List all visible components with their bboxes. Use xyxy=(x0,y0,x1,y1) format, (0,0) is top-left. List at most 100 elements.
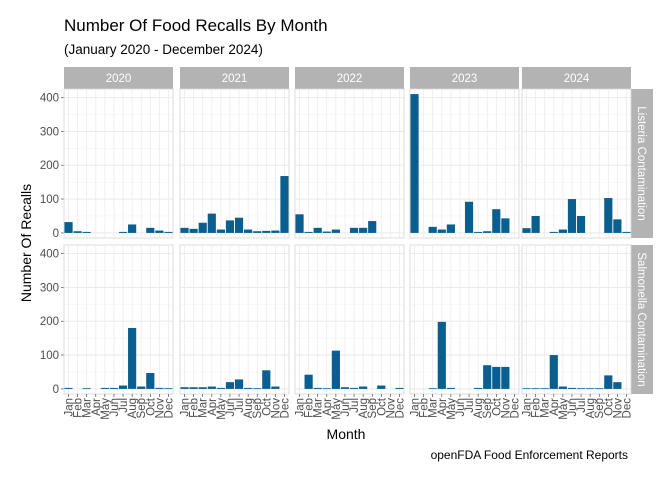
bar-nov xyxy=(613,382,622,389)
x-tick-label: Jan xyxy=(522,398,534,417)
x-tick-label: Aug xyxy=(585,398,597,418)
bar-sep xyxy=(137,386,146,389)
x-tick-label: Dec xyxy=(509,398,521,419)
panel-2020 xyxy=(63,88,174,239)
x-tick-label: Mar xyxy=(82,398,94,418)
y-axis-title: Number Of Recalls xyxy=(18,184,34,302)
panel-2024 xyxy=(521,88,632,239)
x-tick-label: Jul xyxy=(464,398,476,413)
bar-mar xyxy=(82,388,91,390)
x-tick-label: Oct xyxy=(603,397,615,416)
x-tick-label: May xyxy=(331,398,343,420)
panel-background xyxy=(294,244,405,395)
bar-jul xyxy=(234,217,244,233)
bar-jan xyxy=(64,387,73,389)
bar-oct xyxy=(604,375,613,389)
bar-dec xyxy=(164,231,173,233)
bar-jan xyxy=(522,228,531,233)
x-tick-label: Sep xyxy=(136,398,148,418)
bar-feb xyxy=(531,388,540,390)
y-tick-label: 200 xyxy=(40,316,59,328)
x-tick-label: Feb xyxy=(189,398,201,418)
x-tick-label: Apr xyxy=(549,398,561,416)
x-tick-label: Oct xyxy=(491,397,503,416)
x-tick-label: Jul xyxy=(576,398,588,413)
x-tick-label: Nov xyxy=(154,398,166,419)
bar-may xyxy=(331,350,340,389)
bar-apr xyxy=(322,231,331,233)
bar-jun xyxy=(340,387,350,389)
bar-nov xyxy=(271,230,280,233)
bar-aug xyxy=(244,229,253,233)
year-strip-2023 xyxy=(410,67,519,89)
y-tick-label: 400 xyxy=(40,248,59,260)
x-tick-label: Feb xyxy=(531,398,543,418)
x-tick-label: Nov xyxy=(385,398,397,419)
bar-nov xyxy=(155,387,164,389)
bar-oct xyxy=(262,370,271,389)
y-tick-label: 0 xyxy=(53,384,59,396)
row-strip-label: Salmonella Contamination xyxy=(635,252,647,386)
bar-aug xyxy=(128,224,137,233)
x-tick-label: Dec xyxy=(394,398,406,419)
year-strip-2020 xyxy=(64,67,173,89)
bar-feb xyxy=(531,215,540,233)
x-tick-label: Jan xyxy=(64,398,76,417)
bar-aug xyxy=(359,386,368,389)
bar-jul xyxy=(349,387,359,389)
panel-2020 xyxy=(63,244,174,395)
bar-nov xyxy=(155,230,164,233)
bar-feb xyxy=(189,228,198,233)
bar-apr xyxy=(549,231,558,233)
bar-jul xyxy=(118,385,128,389)
year-strip-2024 xyxy=(522,67,631,89)
row-strip xyxy=(631,245,653,394)
x-tick-label: Mar xyxy=(313,398,325,418)
bar-sep xyxy=(253,231,262,233)
x-tick-label: Jun xyxy=(109,398,121,417)
bar-jan xyxy=(410,94,419,233)
y-tick-label: 100 xyxy=(40,350,59,362)
row-strip-label: Listeria Contamination xyxy=(635,106,647,220)
bar-oct xyxy=(604,198,613,233)
bar-jul xyxy=(576,388,586,390)
bar-jul xyxy=(118,231,128,233)
bar-sep xyxy=(483,231,492,233)
bar-jun xyxy=(567,387,577,389)
x-axis-title: Month xyxy=(327,426,366,442)
bar-nov xyxy=(501,366,510,389)
x-tick-label: Feb xyxy=(304,398,316,418)
chart-subtitle: (January 2020 - December 2024) xyxy=(64,42,263,57)
bar-mar xyxy=(428,226,437,233)
bar-oct xyxy=(492,366,501,389)
chart-title: Number Of Food Recalls By Month xyxy=(64,16,328,35)
panel-background xyxy=(63,88,174,239)
bar-aug xyxy=(474,231,483,233)
bar-mar xyxy=(82,231,91,233)
bar-sep xyxy=(368,221,377,233)
year-strip-label: 2023 xyxy=(452,73,478,85)
x-tick-label: Sep xyxy=(482,398,494,418)
x-tick-label: May xyxy=(100,398,112,420)
y-tick-label: 0 xyxy=(53,228,59,240)
x-tick-label: Jun xyxy=(567,398,579,417)
bar-aug xyxy=(586,388,595,390)
bar-mar xyxy=(198,387,207,389)
x-tick-label: Jul xyxy=(234,398,246,413)
bar-sep xyxy=(595,388,604,390)
x-tick-label: Nov xyxy=(270,398,282,419)
x-tick-label: Apr xyxy=(322,398,334,416)
panel-2024 xyxy=(521,244,632,395)
plot-area: 2020 2021 2022 2023 2024 Listeria Contaminati… xyxy=(40,67,653,420)
bar-feb xyxy=(304,374,313,389)
y-tick-label: 100 xyxy=(40,194,59,206)
bar-jan xyxy=(64,222,73,233)
bar-mar xyxy=(428,388,437,390)
year-strip-label: 2024 xyxy=(564,73,590,85)
x-tick-label: May xyxy=(558,398,570,420)
bar-sep xyxy=(253,388,262,390)
x-tick-label: Mar xyxy=(428,398,440,418)
x-tick-label: Nov xyxy=(500,398,512,419)
row-strip xyxy=(631,89,653,238)
